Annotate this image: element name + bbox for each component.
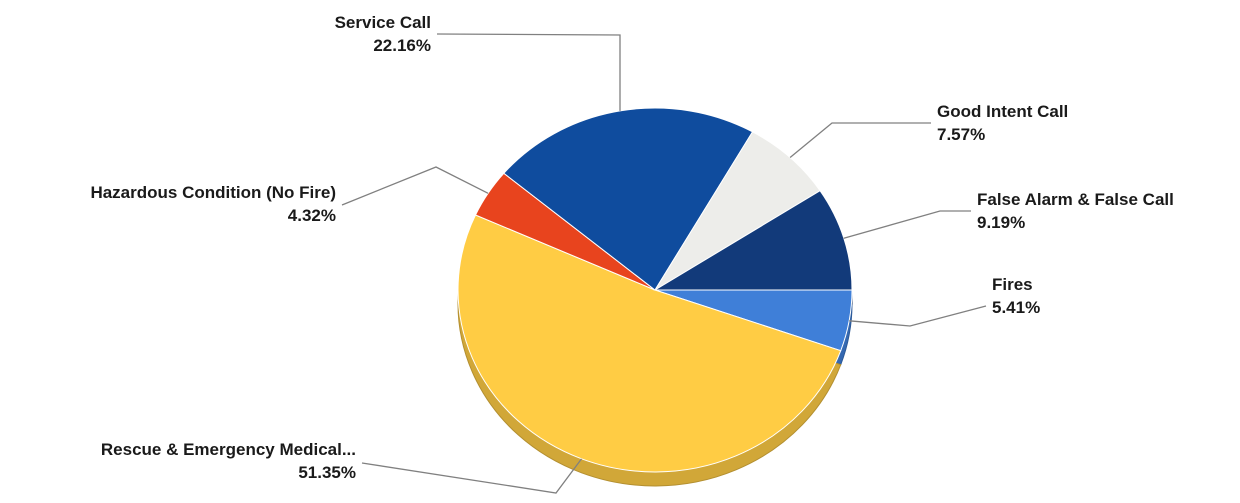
leader-line-good-intent-call (789, 122, 931, 159)
leader-line-service-call (436, 33, 621, 111)
slice-value-label-false-alarm-false-call: 9.19% (977, 213, 1025, 232)
pie-slice-good-intent-call (654, 131, 821, 291)
pie-slice-rescue-emergency-medical (457, 214, 842, 473)
slice-label-good-intent-call: Good Intent Call (937, 102, 1068, 121)
leader-line-false-alarm-false-call (843, 210, 971, 239)
pie-slice-layer (457, 107, 853, 473)
slice-value-label-rescue-emergency-medical: 51.35% (298, 463, 356, 482)
leader-line-fires (849, 305, 987, 327)
slice-label-fires: Fires (992, 275, 1033, 294)
leader-line-rescue-emergency-medical (361, 458, 583, 494)
slice-label-hazardous-condition-no-fire: Hazardous Condition (No Fire) (90, 183, 336, 202)
slice-value-label-hazardous-condition-no-fire: 4.32% (288, 206, 336, 225)
leader-line-layer (341, 33, 987, 494)
slice-value-label-good-intent-call: 7.57% (937, 125, 985, 144)
slice-value-label-fires: 5.41% (992, 298, 1040, 317)
leader-line-hazardous-condition-no-fire (341, 166, 489, 206)
slice-label-false-alarm-false-call: False Alarm & False Call (977, 190, 1174, 209)
slice-value-label-service-call: 22.16% (373, 36, 431, 55)
slice-label-service-call: Service Call (335, 13, 431, 32)
label-layer: Fires 5.41% Rescue & Emergency Medical... 5… (90, 13, 1173, 482)
slice-label-rescue-emergency-medical: Rescue & Emergency Medical... (101, 440, 356, 459)
